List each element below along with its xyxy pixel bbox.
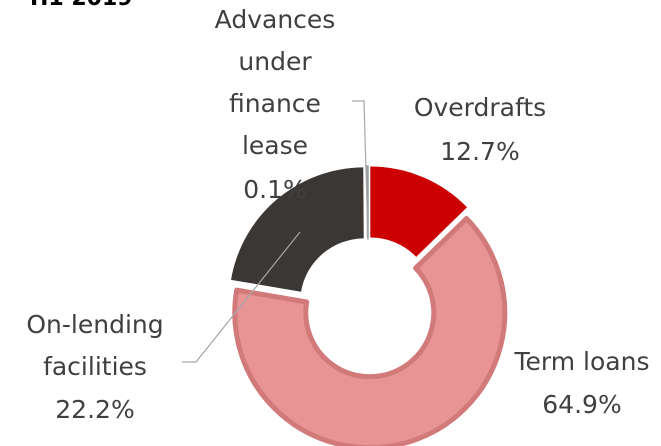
slice xyxy=(232,216,508,446)
slice-label: On-lending facilities xyxy=(26,310,164,381)
value-label: 64.9% xyxy=(542,390,622,419)
value-label: 12.7% xyxy=(440,137,520,166)
slice xyxy=(231,167,364,292)
leader-line xyxy=(182,231,301,363)
value-label: 0.1% xyxy=(243,175,307,204)
leader-line xyxy=(352,100,369,241)
value-label: 22.2% xyxy=(55,395,135,424)
slice-label: Advances under finance lease xyxy=(214,5,336,160)
slice-label: Overdrafts xyxy=(413,93,547,122)
slice xyxy=(370,166,468,257)
chart-title: H1 2019 xyxy=(30,0,133,11)
slice-label: Term loans xyxy=(514,347,650,376)
